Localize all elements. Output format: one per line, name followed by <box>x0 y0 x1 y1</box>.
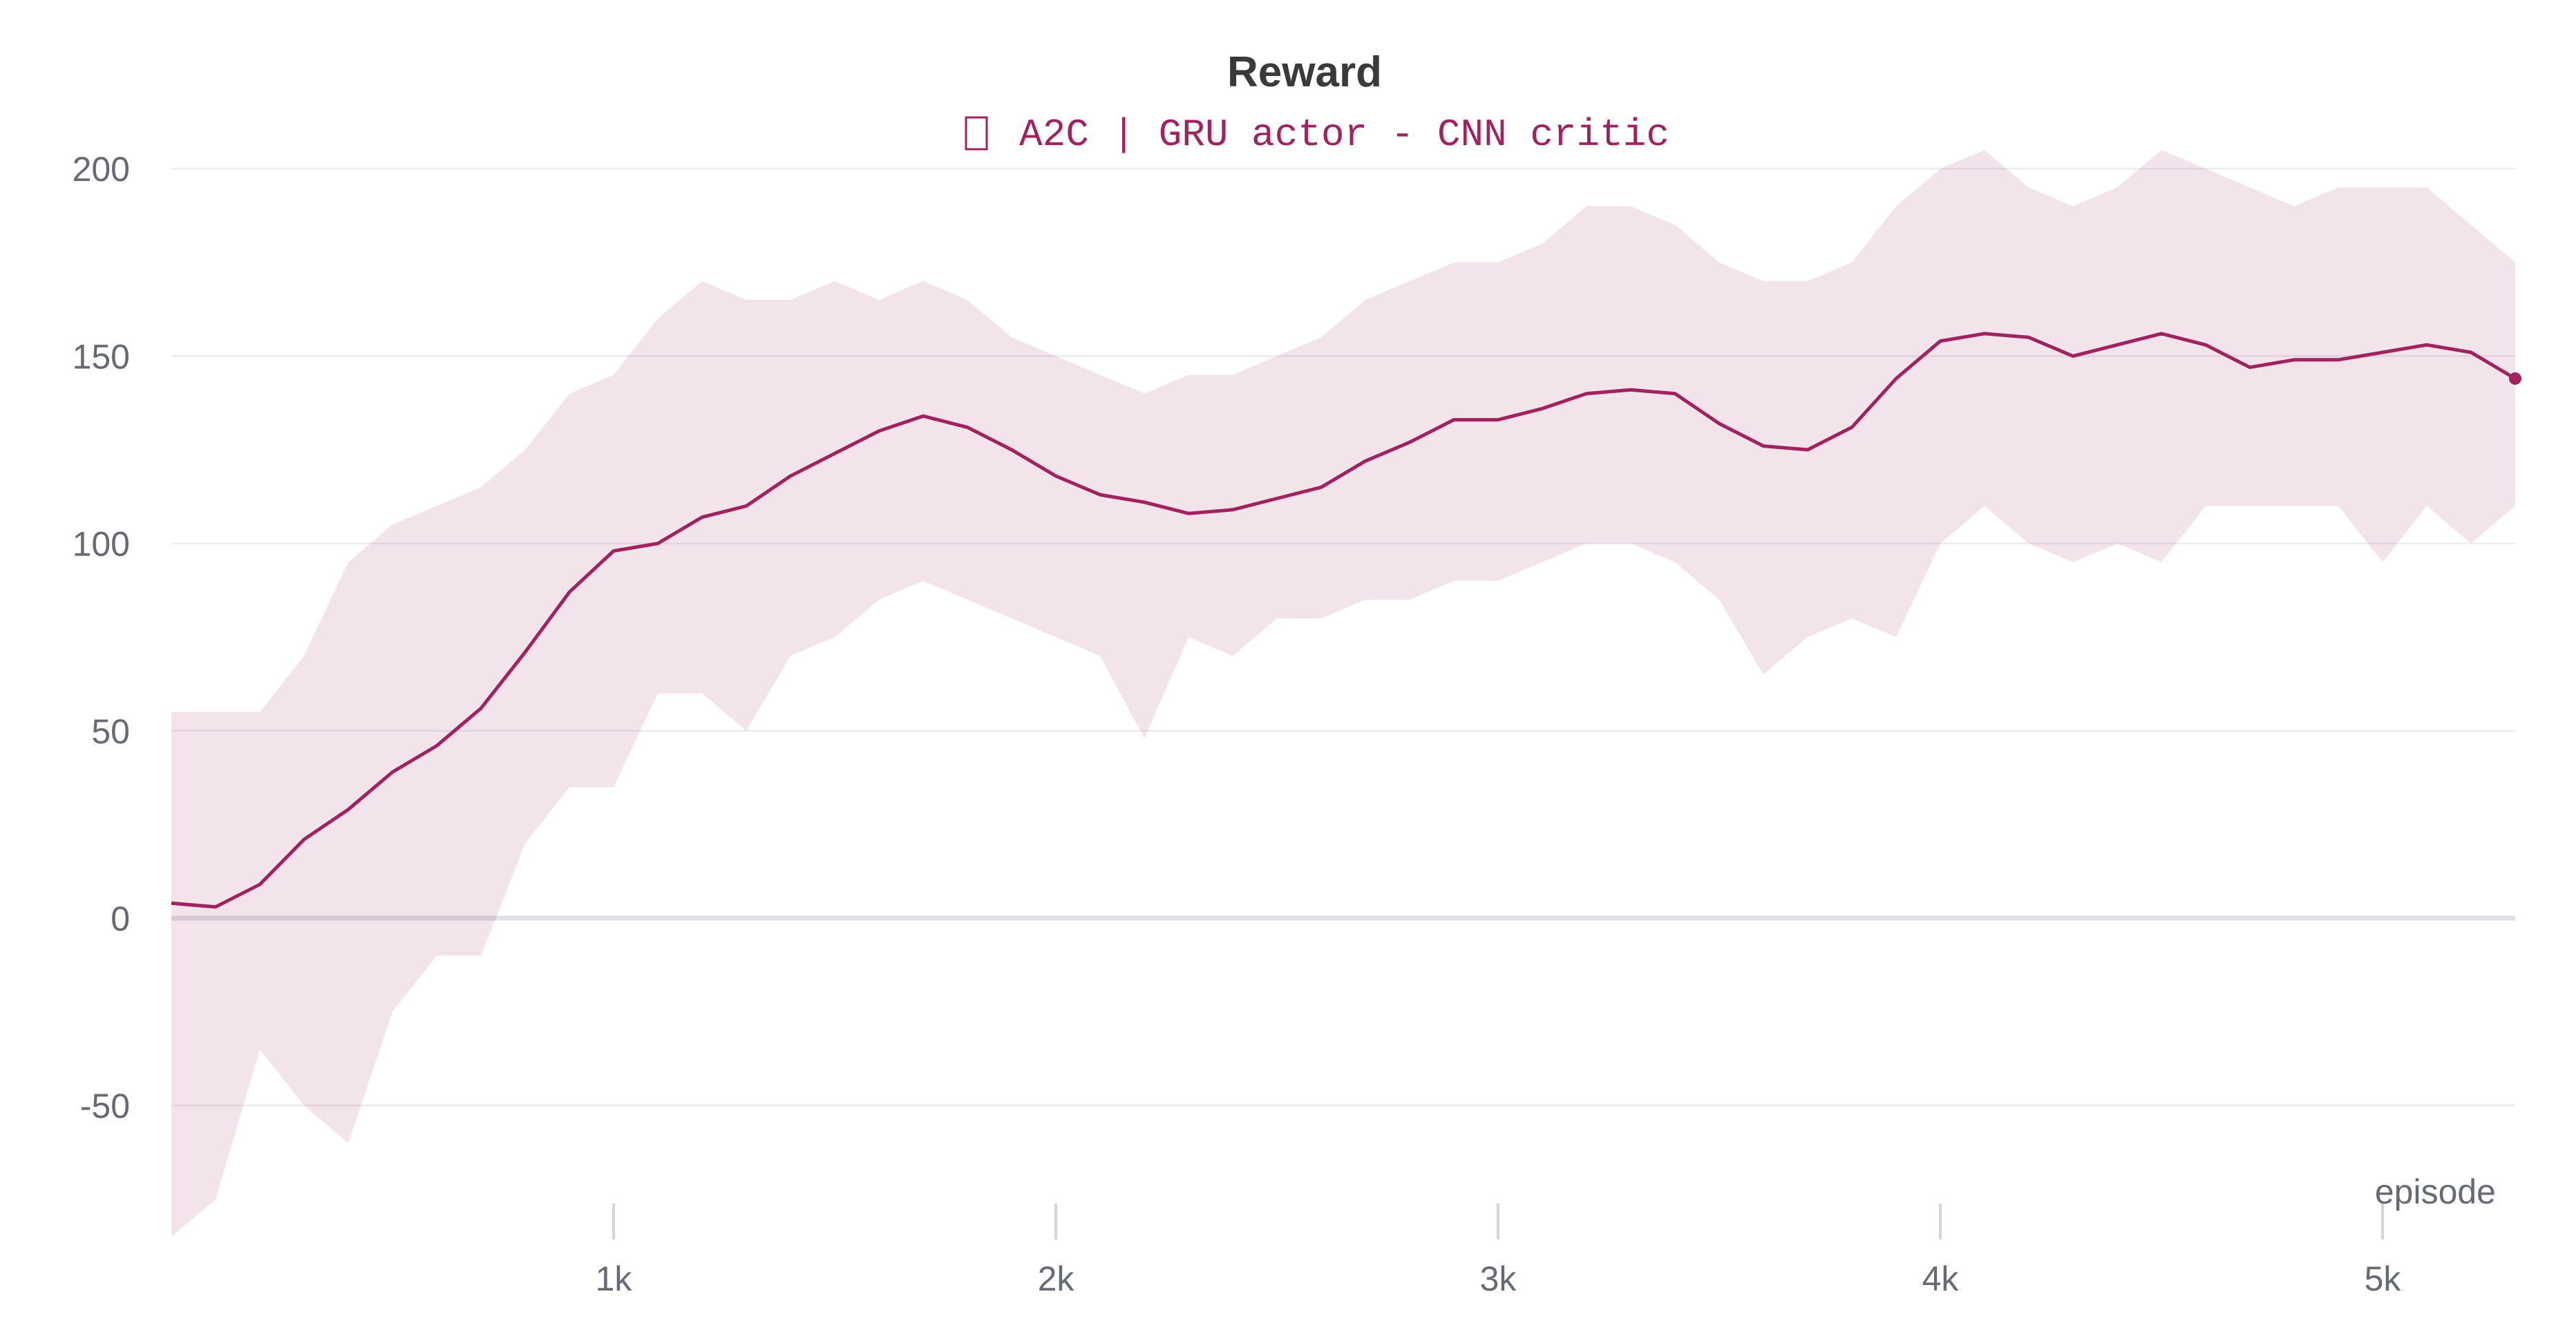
y-tick-label-3: 50 <box>91 712 130 751</box>
x-tick-label-2: 3k <box>1480 1259 1517 1298</box>
y-tick-label-0: 200 <box>73 150 130 189</box>
y-tick-label-5: -50 <box>80 1087 130 1125</box>
x-tick-label-4: 5k <box>2365 1259 2402 1298</box>
x-axis-label: episode <box>2375 1172 2496 1211</box>
x-tick-label-3: 4k <box>1922 1259 1960 1298</box>
x-tick-labels: 1k 2k 3k 4k 5k <box>596 1259 2402 1298</box>
legend-label[interactable]: A2C | GRU actor - CNN critic <box>1019 113 1669 157</box>
legend: A2C | GRU actor - CNN critic <box>965 113 1669 157</box>
y-grid <box>171 167 2515 1107</box>
raw-reward-band <box>171 150 2515 1237</box>
y-tick-labels: 200 150 100 50 0 -50 <box>73 150 130 1125</box>
y-tick-label-1: 150 <box>73 337 130 376</box>
legend-swatch-icon <box>965 116 988 151</box>
y-tick-label-2: 100 <box>73 525 130 564</box>
chart-title: Reward <box>1227 48 1382 96</box>
x-tick-label-1: 2k <box>1038 1259 1075 1298</box>
x-ticks <box>612 1203 2384 1239</box>
smoothed-reward-line <box>171 332 2517 909</box>
series-end-marker <box>2509 372 2521 385</box>
y-tick-label-4: 0 <box>111 900 130 938</box>
x-tick-label-0: 1k <box>596 1259 633 1298</box>
